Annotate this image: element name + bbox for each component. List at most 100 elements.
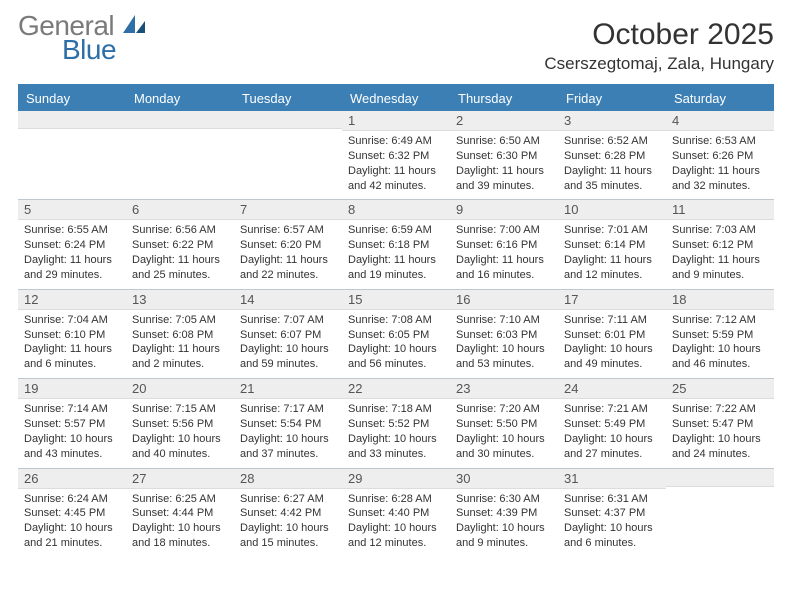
weekday-header: Saturday: [666, 86, 774, 111]
day-details: Sunrise: 7:03 AMSunset: 6:12 PMDaylight:…: [666, 220, 774, 288]
sunrise-text: Sunrise: 7:07 AM: [240, 313, 336, 328]
title-block: October 2025 Cserszegtomaj, Zala, Hungar…: [544, 18, 774, 74]
sunset-text: Sunset: 4:37 PM: [564, 506, 660, 521]
day-number: 2: [450, 111, 558, 131]
day-number: 8: [342, 200, 450, 220]
day-number: 20: [126, 379, 234, 399]
sunrise-text: Sunrise: 7:10 AM: [456, 313, 552, 328]
day-details: Sunrise: 6:57 AMSunset: 6:20 PMDaylight:…: [234, 220, 342, 288]
day-number: 23: [450, 379, 558, 399]
sunset-text: Sunset: 4:44 PM: [132, 506, 228, 521]
sunset-text: Sunset: 6:05 PM: [348, 328, 444, 343]
weekday-header: Sunday: [18, 86, 126, 111]
day-details: Sunrise: 7:22 AMSunset: 5:47 PMDaylight:…: [666, 399, 774, 467]
daylight-text: Daylight: 11 hours and 9 minutes.: [672, 253, 768, 283]
sunset-text: Sunset: 6:22 PM: [132, 238, 228, 253]
daylight-text: Daylight: 10 hours and 53 minutes.: [456, 342, 552, 372]
sunset-text: Sunset: 5:59 PM: [672, 328, 768, 343]
day-number: 18: [666, 290, 774, 310]
day-number: 24: [558, 379, 666, 399]
sunrise-text: Sunrise: 6:59 AM: [348, 223, 444, 238]
day-details: Sunrise: 6:53 AMSunset: 6:26 PMDaylight:…: [666, 131, 774, 199]
day-cell: 26Sunrise: 6:24 AMSunset: 4:45 PMDayligh…: [18, 469, 126, 557]
daylight-text: Daylight: 10 hours and 6 minutes.: [564, 521, 660, 551]
sunset-text: Sunset: 6:32 PM: [348, 149, 444, 164]
sunset-text: Sunset: 6:01 PM: [564, 328, 660, 343]
day-cell: 16 Sunrise: 7:10 AMSunset: 6:03 PMDayligh…: [450, 290, 558, 378]
weekday-header: Thursday: [450, 86, 558, 111]
daylight-text: Daylight: 10 hours and 56 minutes.: [348, 342, 444, 372]
sunrise-text: Sunrise: 6:30 AM: [456, 492, 552, 507]
day-details: Sunrise: 6:50 AMSunset: 6:30 PMDaylight:…: [450, 131, 558, 199]
sunrise-text: Sunrise: 7:18 AM: [348, 402, 444, 417]
daylight-text: Daylight: 11 hours and 16 minutes.: [456, 253, 552, 283]
day-details: Sunrise: 7:05 AMSunset: 6:08 PMDaylight:…: [126, 310, 234, 378]
day-number: [666, 469, 774, 487]
day-cell: 31Sunrise: 6:31 AMSunset: 4:37 PMDayligh…: [558, 469, 666, 557]
day-cell: 17Sunrise: 7:11 AMSunset: 6:01 PMDayligh…: [558, 290, 666, 378]
day-number: 26: [18, 469, 126, 489]
sunset-text: Sunset: 6:03 PM: [456, 328, 552, 343]
day-number: [18, 111, 126, 129]
day-cell: [18, 111, 126, 199]
daylight-text: Daylight: 10 hours and 40 minutes.: [132, 432, 228, 462]
sunrise-text: Sunrise: 6:50 AM: [456, 134, 552, 149]
day-cell: 25Sunrise: 7:22 AMSunset: 5:47 PMDayligh…: [666, 379, 774, 467]
sunset-text: Sunset: 5:56 PM: [132, 417, 228, 432]
sunset-text: Sunset: 6:28 PM: [564, 149, 660, 164]
sunrise-text: Sunrise: 6:31 AM: [564, 492, 660, 507]
sunrise-text: Sunrise: 6:27 AM: [240, 492, 336, 507]
day-number: 17: [558, 290, 666, 310]
sunrise-text: Sunrise: 7:21 AM: [564, 402, 660, 417]
day-number: 10: [558, 200, 666, 220]
day-number: 5: [18, 200, 126, 220]
day-cell: 21Sunrise: 7:17 AMSunset: 5:54 PMDayligh…: [234, 379, 342, 467]
day-details: Sunrise: 6:27 AMSunset: 4:42 PMDaylight:…: [234, 489, 342, 557]
day-details: Sunrise: 6:30 AMSunset: 4:39 PMDaylight:…: [450, 489, 558, 557]
day-cell: [234, 111, 342, 199]
day-number: 29: [342, 469, 450, 489]
day-details: Sunrise: 6:59 AMSunset: 6:18 PMDaylight:…: [342, 220, 450, 288]
daylight-text: Daylight: 11 hours and 22 minutes.: [240, 253, 336, 283]
day-details: Sunrise: 7:15 AMSunset: 5:56 PMDaylight:…: [126, 399, 234, 467]
day-cell: 14Sunrise: 7:07 AMSunset: 6:07 PMDayligh…: [234, 290, 342, 378]
day-cell: 15Sunrise: 7:08 AMSunset: 6:05 PMDayligh…: [342, 290, 450, 378]
sunset-text: Sunset: 6:12 PM: [672, 238, 768, 253]
daylight-text: Daylight: 11 hours and 39 minutes.: [456, 164, 552, 194]
week-row: 1Sunrise: 6:49 AMSunset: 6:32 PMDaylight…: [18, 111, 774, 199]
day-number: 19: [18, 379, 126, 399]
day-cell: 5Sunrise: 6:55 AMSunset: 6:24 PMDaylight…: [18, 200, 126, 288]
daylight-text: Daylight: 10 hours and 21 minutes.: [24, 521, 120, 551]
daylight-text: Daylight: 11 hours and 6 minutes.: [24, 342, 120, 372]
daylight-text: Daylight: 11 hours and 29 minutes.: [24, 253, 120, 283]
sunset-text: Sunset: 6:26 PM: [672, 149, 768, 164]
day-number: 3: [558, 111, 666, 131]
day-cell: 18Sunrise: 7:12 AMSunset: 5:59 PMDayligh…: [666, 290, 774, 378]
day-details: Sunrise: 7:01 AMSunset: 6:14 PMDaylight:…: [558, 220, 666, 288]
sunset-text: Sunset: 6:18 PM: [348, 238, 444, 253]
day-cell: 9Sunrise: 7:00 AMSunset: 6:16 PMDaylight…: [450, 200, 558, 288]
day-number: 1: [342, 111, 450, 131]
week-row: 12Sunrise: 7:04 AMSunset: 6:10 PMDayligh…: [18, 289, 774, 378]
logo: General Blue: [18, 18, 145, 66]
sunset-text: Sunset: 5:50 PM: [456, 417, 552, 432]
sunset-text: Sunset: 6:14 PM: [564, 238, 660, 253]
sunset-text: Sunset: 4:40 PM: [348, 506, 444, 521]
sunrise-text: Sunrise: 6:25 AM: [132, 492, 228, 507]
sunrise-text: Sunrise: 7:22 AM: [672, 402, 768, 417]
day-details: Sunrise: 6:28 AMSunset: 4:40 PMDaylight:…: [342, 489, 450, 557]
sunrise-text: Sunrise: 6:28 AM: [348, 492, 444, 507]
daylight-text: Daylight: 10 hours and 27 minutes.: [564, 432, 660, 462]
daylight-text: Daylight: 10 hours and 9 minutes.: [456, 521, 552, 551]
sunset-text: Sunset: 6:07 PM: [240, 328, 336, 343]
day-cell: 19Sunrise: 7:14 AMSunset: 5:57 PMDayligh…: [18, 379, 126, 467]
daylight-text: Daylight: 10 hours and 30 minutes.: [456, 432, 552, 462]
sunrise-text: Sunrise: 7:08 AM: [348, 313, 444, 328]
logo-sail-icon: [123, 10, 145, 42]
day-details: Sunrise: 7:12 AMSunset: 5:59 PMDaylight:…: [666, 310, 774, 378]
day-cell: 12Sunrise: 7:04 AMSunset: 6:10 PMDayligh…: [18, 290, 126, 378]
day-number: 16: [450, 290, 558, 310]
day-details: Sunrise: 7:17 AMSunset: 5:54 PMDaylight:…: [234, 399, 342, 467]
sunset-text: Sunset: 6:10 PM: [24, 328, 120, 343]
sunset-text: Sunset: 6:24 PM: [24, 238, 120, 253]
